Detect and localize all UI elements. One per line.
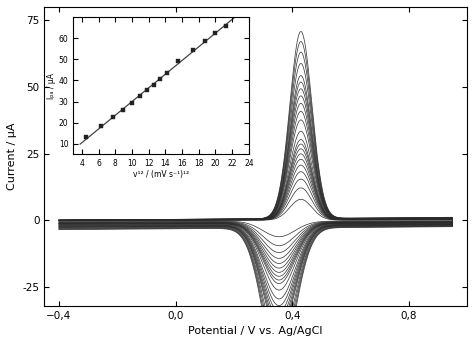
Y-axis label: Current / μA: Current / μA bbox=[7, 122, 17, 190]
Y-axis label: Iₚₐ / μA: Iₚₐ / μA bbox=[47, 73, 56, 99]
X-axis label: Potential / V vs. Ag/AgCl: Potential / V vs. Ag/AgCl bbox=[189, 326, 323, 336]
X-axis label: v¹² / (mV s⁻¹)¹²: v¹² / (mV s⁻¹)¹² bbox=[133, 169, 189, 179]
